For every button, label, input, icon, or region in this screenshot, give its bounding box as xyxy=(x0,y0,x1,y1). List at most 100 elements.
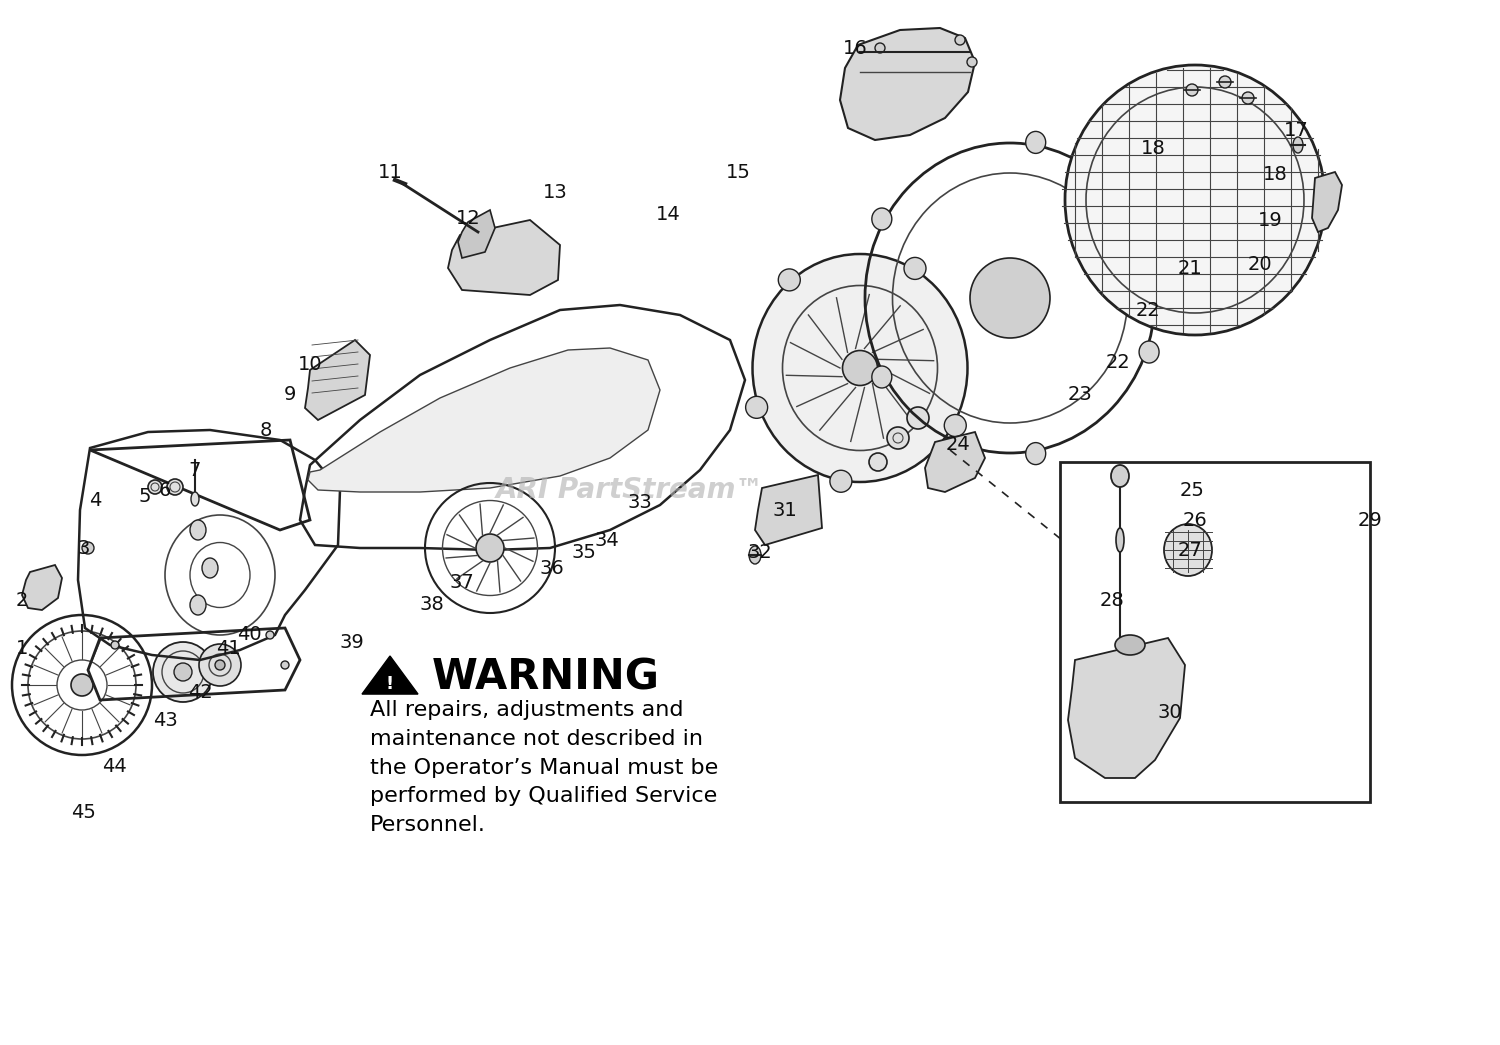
Ellipse shape xyxy=(970,258,1050,338)
Text: 29: 29 xyxy=(1358,511,1383,530)
Ellipse shape xyxy=(70,674,93,696)
Ellipse shape xyxy=(1293,137,1304,153)
Ellipse shape xyxy=(190,520,206,540)
Ellipse shape xyxy=(1161,709,1174,722)
Ellipse shape xyxy=(1065,65,1324,335)
Polygon shape xyxy=(308,348,660,492)
Text: 37: 37 xyxy=(450,573,474,591)
Text: 31: 31 xyxy=(772,501,798,519)
Text: 11: 11 xyxy=(378,163,402,182)
Text: 40: 40 xyxy=(237,626,261,645)
Text: 15: 15 xyxy=(726,163,750,183)
Polygon shape xyxy=(1312,172,1342,232)
Text: 14: 14 xyxy=(656,206,681,225)
Text: !: ! xyxy=(386,675,394,693)
Ellipse shape xyxy=(748,545,760,564)
Ellipse shape xyxy=(1242,92,1254,104)
Ellipse shape xyxy=(1116,528,1124,552)
Text: 13: 13 xyxy=(543,183,567,202)
Text: 23: 23 xyxy=(1068,386,1092,404)
Text: 18: 18 xyxy=(1140,139,1166,158)
Ellipse shape xyxy=(968,57,976,67)
Text: 45: 45 xyxy=(72,803,96,821)
Text: 39: 39 xyxy=(339,633,364,652)
Text: 2: 2 xyxy=(16,590,28,609)
Text: 33: 33 xyxy=(627,492,652,511)
Ellipse shape xyxy=(202,558,217,578)
Text: 1: 1 xyxy=(16,638,28,657)
Ellipse shape xyxy=(830,470,852,492)
Ellipse shape xyxy=(871,366,892,388)
Text: 35: 35 xyxy=(572,542,597,561)
Text: All repairs, adjustments and
maintenance not described in
the Operator’s Manual : All repairs, adjustments and maintenance… xyxy=(370,700,718,835)
Text: 38: 38 xyxy=(420,596,444,614)
Text: 9: 9 xyxy=(284,386,296,404)
Text: 18: 18 xyxy=(1263,165,1287,185)
Ellipse shape xyxy=(956,34,964,45)
Text: 17: 17 xyxy=(1284,120,1308,139)
Text: 27: 27 xyxy=(1178,540,1203,559)
Bar xyxy=(1060,462,1370,802)
Polygon shape xyxy=(840,28,975,140)
Polygon shape xyxy=(754,475,822,545)
Polygon shape xyxy=(926,432,986,492)
Ellipse shape xyxy=(868,452,886,471)
Text: 30: 30 xyxy=(1158,702,1182,721)
Text: WARNING: WARNING xyxy=(432,657,660,699)
Polygon shape xyxy=(1068,638,1185,777)
Text: 10: 10 xyxy=(297,355,322,374)
Text: 36: 36 xyxy=(540,558,564,578)
Ellipse shape xyxy=(843,350,878,386)
Text: 3: 3 xyxy=(78,538,90,557)
Text: 42: 42 xyxy=(188,682,213,701)
Ellipse shape xyxy=(945,415,966,437)
Text: 20: 20 xyxy=(1248,255,1272,275)
Ellipse shape xyxy=(280,661,290,669)
Ellipse shape xyxy=(82,542,94,554)
Polygon shape xyxy=(458,210,495,258)
Ellipse shape xyxy=(1114,730,1126,750)
Ellipse shape xyxy=(874,43,885,53)
Ellipse shape xyxy=(778,269,801,291)
Ellipse shape xyxy=(1164,524,1212,576)
Ellipse shape xyxy=(871,208,892,230)
Ellipse shape xyxy=(1026,132,1045,154)
Text: 43: 43 xyxy=(153,711,177,729)
Polygon shape xyxy=(304,340,370,420)
Ellipse shape xyxy=(166,479,183,495)
Text: 19: 19 xyxy=(1257,210,1282,230)
Text: 6: 6 xyxy=(159,481,171,500)
Ellipse shape xyxy=(1026,443,1045,465)
Ellipse shape xyxy=(190,595,206,616)
Text: 41: 41 xyxy=(216,638,240,657)
Ellipse shape xyxy=(746,396,768,418)
Text: 28: 28 xyxy=(1100,590,1125,609)
Ellipse shape xyxy=(111,641,118,649)
Text: 5: 5 xyxy=(138,488,152,507)
Ellipse shape xyxy=(174,663,192,681)
Text: 44: 44 xyxy=(102,757,126,775)
Ellipse shape xyxy=(1114,635,1144,655)
Ellipse shape xyxy=(190,492,200,506)
Ellipse shape xyxy=(1186,84,1198,96)
Polygon shape xyxy=(22,565,62,610)
Ellipse shape xyxy=(200,644,242,686)
Ellipse shape xyxy=(476,534,504,562)
Text: 21: 21 xyxy=(1178,258,1203,278)
Text: 34: 34 xyxy=(594,531,619,550)
Text: 22: 22 xyxy=(1136,301,1161,320)
Text: 24: 24 xyxy=(945,436,970,455)
Text: 32: 32 xyxy=(747,543,772,562)
Ellipse shape xyxy=(1138,341,1160,363)
Ellipse shape xyxy=(1220,76,1232,88)
Text: 22: 22 xyxy=(1106,352,1131,372)
Ellipse shape xyxy=(904,257,926,279)
Ellipse shape xyxy=(753,254,968,482)
Text: ARI PartStream™: ARI PartStream™ xyxy=(496,477,764,504)
Ellipse shape xyxy=(153,642,213,702)
Ellipse shape xyxy=(266,631,274,638)
Polygon shape xyxy=(362,656,419,694)
Text: 16: 16 xyxy=(843,39,867,57)
Ellipse shape xyxy=(1112,465,1130,487)
Text: 4: 4 xyxy=(88,490,101,510)
